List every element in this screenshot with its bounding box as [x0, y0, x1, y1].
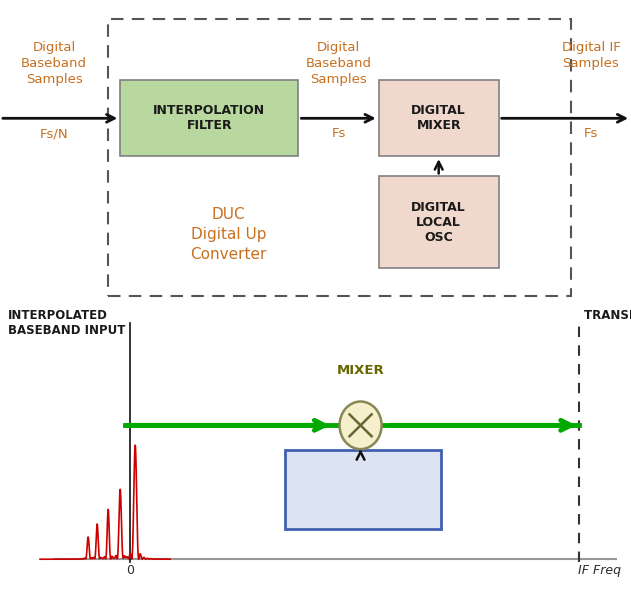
Text: DIGITAL
MIXER: DIGITAL MIXER: [411, 104, 466, 133]
Text: Fs/N: Fs/N: [40, 127, 68, 140]
Text: Digital
Baseband
Samples: Digital Baseband Samples: [21, 41, 87, 87]
Bar: [379, 80, 498, 156]
Text: Fs: Fs: [584, 127, 598, 140]
Bar: [285, 450, 440, 530]
Text: INTERPOLATED
BASEBAND INPUT: INTERPOLATED BASEBAND INPUT: [8, 309, 126, 337]
Bar: [120, 80, 298, 156]
Text: IF Freq: IF Freq: [578, 564, 621, 577]
Text: LOCAL
OSCILLATOR
F = IF Freq: LOCAL OSCILLATOR F = IF Freq: [320, 466, 406, 513]
Text: 0: 0: [126, 564, 134, 577]
Text: MIXER: MIXER: [337, 364, 384, 378]
Text: Digital
Baseband
Samples: Digital Baseband Samples: [305, 41, 372, 87]
Text: Digital IF
Samples: Digital IF Samples: [562, 41, 620, 70]
Ellipse shape: [339, 402, 382, 449]
Text: Fs: Fs: [331, 127, 346, 140]
Bar: [108, 19, 571, 296]
Text: DIGITAL
LOCAL
OSC: DIGITAL LOCAL OSC: [411, 201, 466, 244]
Text: INTERPOLATION
FILTER: INTERPOLATION FILTER: [153, 104, 266, 133]
Bar: [379, 176, 498, 268]
Text: TRANSLATED OUTPUT: TRANSLATED OUTPUT: [584, 309, 631, 322]
Text: DUC
Digital Up
Converter: DUC Digital Up Converter: [190, 207, 266, 262]
